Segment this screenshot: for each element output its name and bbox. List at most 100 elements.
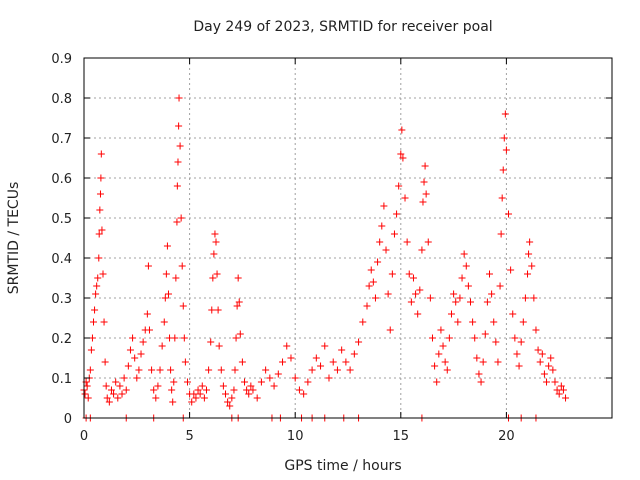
- data-point: [369, 278, 377, 286]
- data-point: [99, 270, 107, 278]
- data-point: [420, 178, 428, 186]
- data-point: [103, 394, 111, 402]
- data-point: [338, 346, 346, 354]
- data-point: [253, 394, 261, 402]
- data-point: [200, 394, 208, 402]
- data-point: [291, 374, 299, 382]
- data-point: [507, 266, 515, 274]
- data-point: [428, 334, 436, 342]
- data-point: [365, 282, 373, 290]
- data-point: [198, 382, 206, 390]
- data-point: [346, 366, 354, 374]
- data-point: [112, 378, 120, 386]
- data-point: [555, 390, 563, 398]
- data-point: [87, 346, 95, 354]
- data-point: [488, 290, 496, 298]
- data-point: [458, 274, 466, 282]
- data-point: [447, 310, 455, 318]
- x-tick-label: 20: [498, 429, 515, 444]
- data-point: [205, 366, 213, 374]
- data-point: [505, 210, 513, 218]
- data-point: [422, 190, 430, 198]
- data-point: [196, 390, 204, 398]
- data-point: [445, 334, 453, 342]
- data-point: [98, 226, 106, 234]
- data-point: [466, 298, 474, 306]
- data-point: [382, 246, 390, 254]
- y-tick-label: 0.5: [51, 212, 72, 227]
- data-point: [124, 362, 132, 370]
- data-point: [234, 274, 242, 282]
- data-point: [92, 290, 100, 298]
- x-tick-label: 10: [287, 429, 304, 444]
- data-point: [397, 150, 405, 158]
- data-point: [175, 94, 183, 102]
- data-point: [236, 330, 244, 338]
- data-point: [433, 378, 441, 386]
- data-point: [96, 190, 104, 198]
- data-point: [174, 158, 182, 166]
- data-point: [235, 298, 243, 306]
- data-point: [207, 338, 215, 346]
- x-axis-label: GPS time / hours: [284, 458, 401, 474]
- data-point: [287, 354, 295, 362]
- data-point: [295, 386, 303, 394]
- data-point: [283, 342, 291, 350]
- data-point: [135, 366, 143, 374]
- data-point: [100, 318, 108, 326]
- data-point: [559, 386, 567, 394]
- y-tick-label: 0.6: [51, 172, 72, 187]
- data-point: [188, 398, 196, 406]
- plot-frame: [83, 57, 613, 419]
- data-point: [214, 306, 222, 314]
- data-point: [390, 230, 398, 238]
- data-point: [274, 370, 282, 378]
- data-point: [547, 354, 555, 362]
- data-point: [490, 318, 498, 326]
- data-point: [247, 382, 255, 390]
- data-point: [452, 298, 460, 306]
- data-point: [526, 238, 534, 246]
- data-point: [376, 238, 384, 246]
- data-point: [371, 294, 379, 302]
- data-point: [173, 182, 181, 190]
- y-tick-label: 0.7: [51, 132, 72, 147]
- data-point: [212, 238, 220, 246]
- data-point: [359, 318, 367, 326]
- data-point: [86, 366, 94, 374]
- data-point: [228, 394, 236, 402]
- y-axis-label: SRMTID / TECUs: [6, 182, 22, 295]
- data-point: [486, 270, 494, 278]
- data-point: [538, 350, 546, 358]
- data-point: [84, 394, 92, 402]
- axis-ticks: [83, 57, 612, 419]
- data-point: [97, 150, 105, 158]
- data-point: [122, 386, 130, 394]
- data-point: [333, 366, 341, 374]
- data-point: [154, 382, 162, 390]
- data-point: [96, 206, 104, 214]
- data-point: [456, 294, 464, 302]
- data-point: [190, 390, 198, 398]
- data-point: [534, 346, 542, 354]
- data-point: [308, 366, 316, 374]
- data-point: [412, 290, 420, 298]
- data-point: [175, 122, 183, 130]
- y-tick-label: 0: [64, 412, 72, 427]
- data-point: [93, 282, 101, 290]
- data-point: [160, 318, 168, 326]
- data-point: [475, 370, 483, 378]
- data-point: [498, 194, 506, 202]
- data-point: [183, 378, 191, 386]
- x-tick-labels: 0 5 10 15 20: [80, 429, 515, 444]
- data-point: [179, 302, 187, 310]
- data-point: [471, 334, 479, 342]
- data-point: [342, 358, 350, 366]
- data-point: [83, 382, 91, 390]
- data-point: [145, 326, 153, 334]
- data-point: [551, 378, 559, 386]
- gridlines: [84, 58, 612, 418]
- data-point: [224, 398, 232, 406]
- data-point: [403, 238, 411, 246]
